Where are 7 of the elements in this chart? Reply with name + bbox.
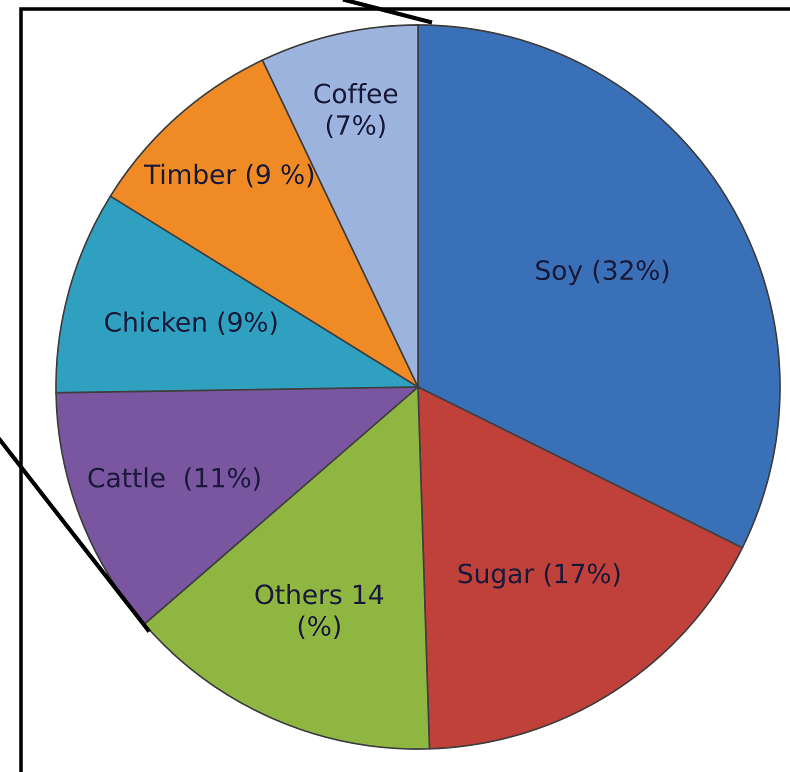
slice-label: Soy (32%): [536, 260, 668, 286]
slice-label: Coffee (7%): [314, 83, 398, 138]
slice-label: Others 14 (%): [255, 584, 384, 640]
slice-label: Sugar (17%): [458, 563, 620, 589]
slice-label: Cattle (11%): [88, 467, 260, 491]
slice-label: Timber (9 %): [144, 164, 314, 188]
slice-label: Chicken (9%): [105, 312, 276, 336]
